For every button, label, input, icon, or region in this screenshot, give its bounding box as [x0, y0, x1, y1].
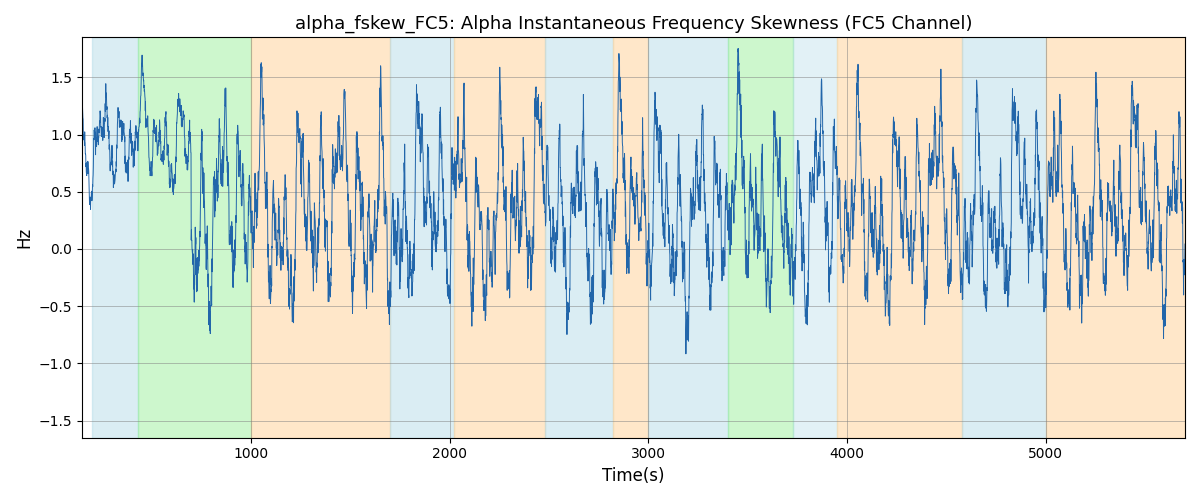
Bar [793, 38, 838, 438]
Bar [251, 38, 390, 438]
Y-axis label: Hz: Hz [14, 227, 32, 248]
Title: alpha_fskew_FC5: Alpha Instantaneous Frequency Skewness (FC5 Channel): alpha_fskew_FC5: Alpha Instantaneous Fre… [295, 15, 972, 34]
Bar [648, 38, 728, 438]
Bar [838, 38, 962, 438]
Bar [545, 38, 612, 438]
Bar [728, 38, 793, 438]
Bar [962, 38, 1046, 438]
Bar [390, 38, 454, 438]
X-axis label: Time(s): Time(s) [602, 467, 665, 485]
Bar [1046, 38, 1186, 438]
Bar [138, 38, 251, 438]
Bar [454, 38, 545, 438]
Bar [612, 38, 648, 438]
Bar [92, 38, 138, 438]
